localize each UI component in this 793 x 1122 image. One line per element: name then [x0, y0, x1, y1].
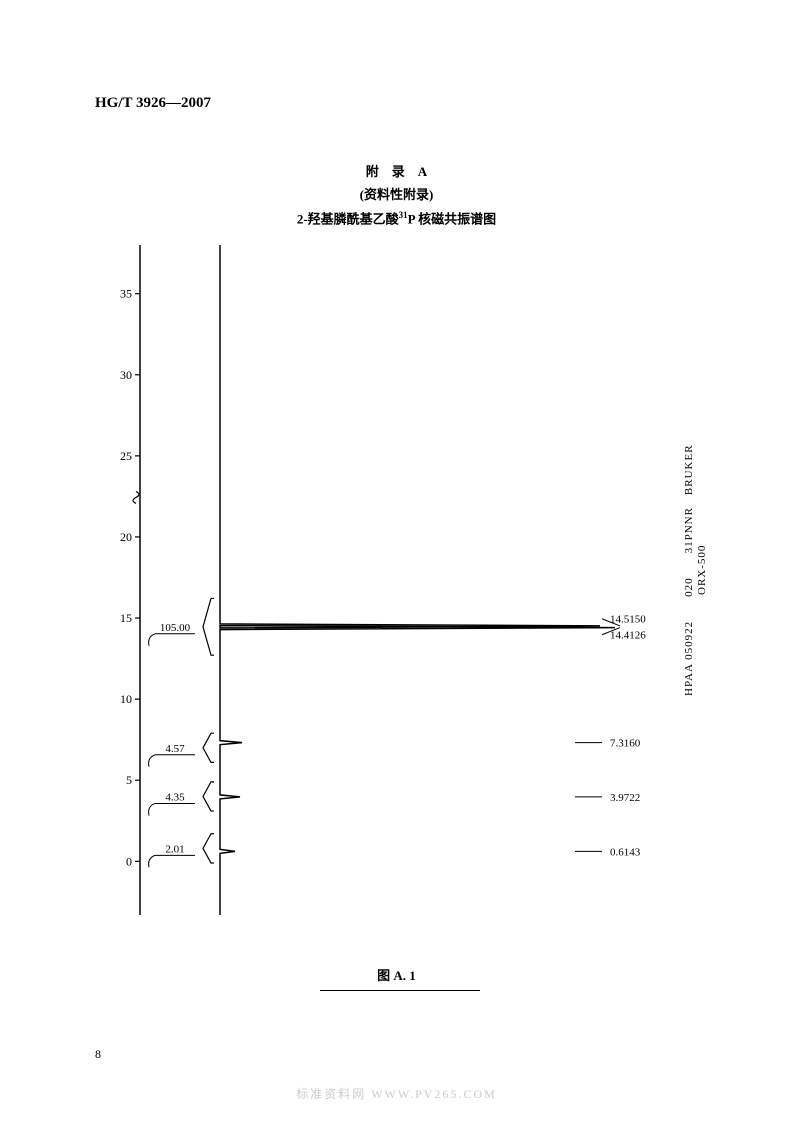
svg-text:5: 5	[126, 773, 132, 787]
svg-text:105.00: 105.00	[160, 622, 191, 634]
svg-text:14.5150: 14.5150	[610, 614, 646, 626]
svg-text:4.57: 4.57	[165, 743, 185, 755]
nmr-svg: 0 5 10 15 20 25 30 35 14.5150 14.4126 7.3160 3.9722…	[120, 240, 680, 940]
svg-text:2.01: 2.01	[165, 843, 184, 855]
svg-text:0: 0	[126, 854, 132, 868]
title-line-3-post: P 核磁共振谱图	[408, 211, 496, 226]
svg-text:10: 10	[120, 692, 132, 706]
appendix-title: 附 录 A (资料性附录) 2-羟基膦酰基乙酸31P 核磁共振谱图	[0, 160, 793, 231]
nmr-spectrum-chart: 0 5 10 15 20 25 30 35 14.5150 14.4126 7.3160 3.9722…	[120, 240, 680, 940]
svg-text:25: 25	[120, 449, 132, 463]
title-line-3-pre: 2-羟基膦酰基乙酸	[297, 211, 399, 226]
svg-text:4.35: 4.35	[165, 791, 185, 803]
svg-text:20: 20	[120, 530, 132, 544]
svg-text:15: 15	[120, 611, 132, 625]
title-line-2: (资料性附录)	[0, 183, 793, 206]
document-header: HG/T 3926—2007	[95, 95, 211, 112]
title-line-3: 2-羟基膦酰基乙酸31P 核磁共振谱图	[0, 207, 793, 231]
caption-underline	[320, 990, 480, 991]
svg-text:14.4126: 14.4126	[610, 630, 646, 642]
svg-text:0.6143: 0.6143	[610, 846, 641, 858]
title-line-1: 附 录 A	[0, 160, 793, 183]
svg-text:30: 30	[120, 368, 132, 382]
figure-caption: 图 A. 1	[0, 965, 793, 984]
svg-text:3.9722: 3.9722	[610, 792, 640, 804]
title-line-3-sup: 31	[399, 210, 408, 220]
svg-text:35: 35	[120, 287, 132, 301]
page-number: 8	[95, 1047, 101, 1062]
watermark: 标准资料网 WWW.PV265.COM	[0, 1085, 793, 1102]
instrument-info: HPAA 050922 020 31PNNR BRUKER ORX-500	[680, 430, 708, 710]
svg-text:7.3160: 7.3160	[610, 738, 641, 750]
